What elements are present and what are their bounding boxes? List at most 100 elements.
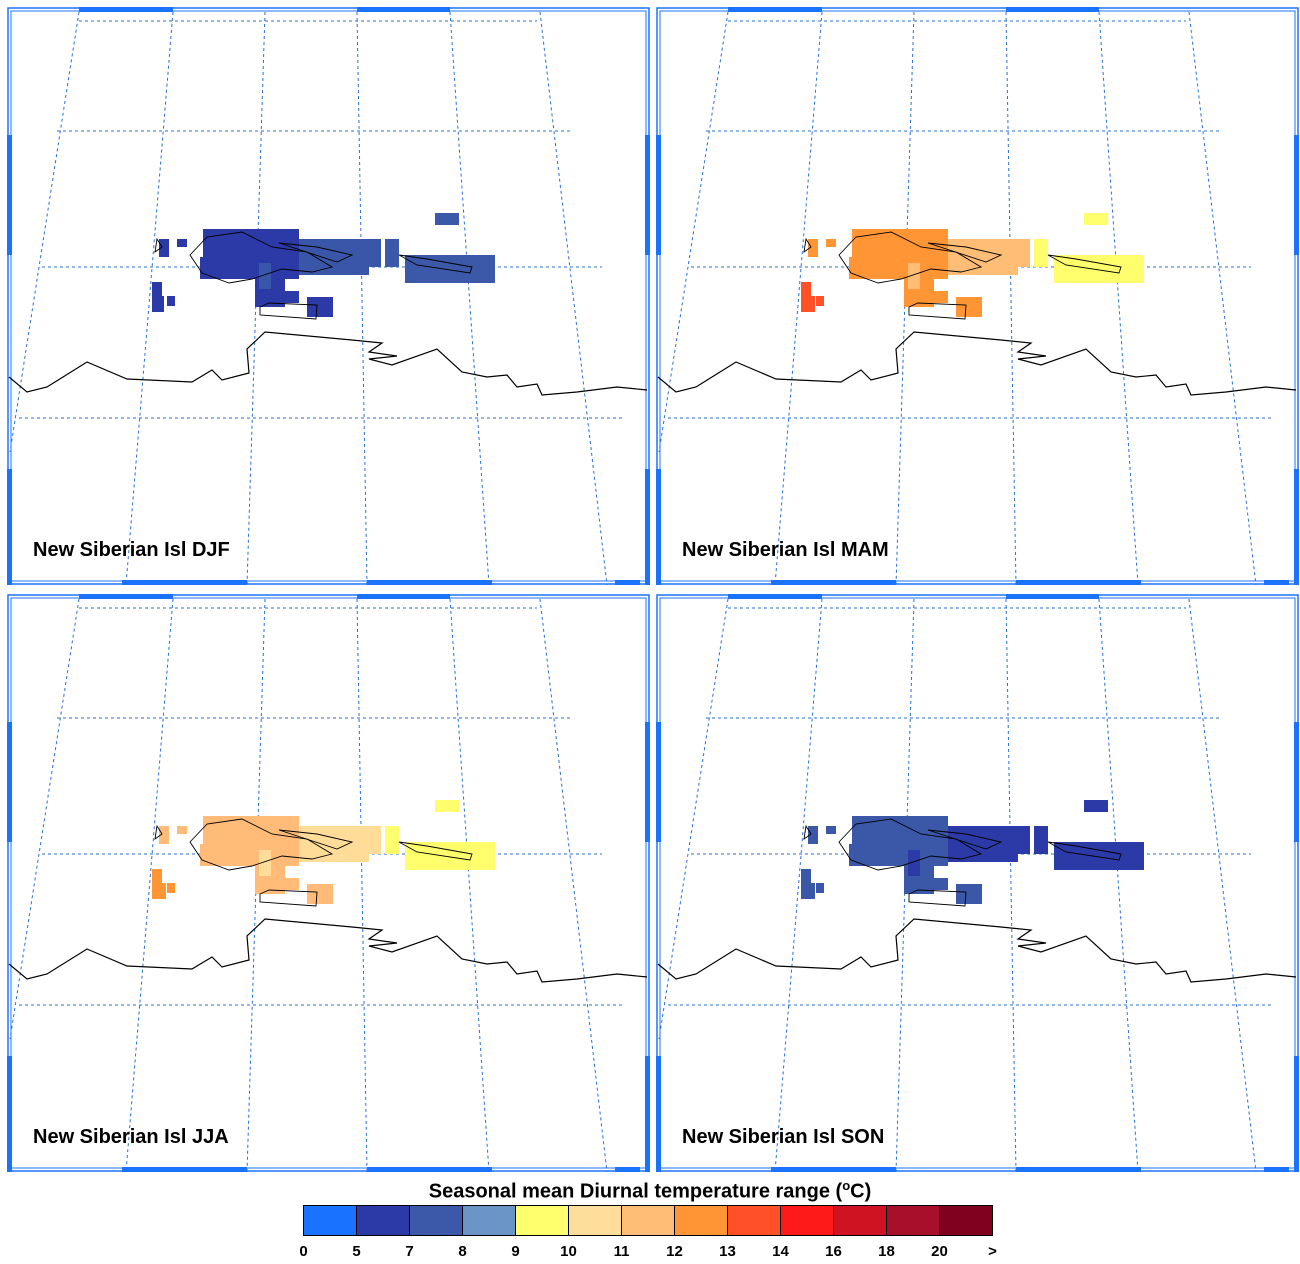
graticule-line xyxy=(1098,598,1139,1172)
panel-title: New Siberian Isl MAM xyxy=(682,539,889,561)
frame-tick xyxy=(122,580,247,585)
colorbar-tick-label: 11 xyxy=(613,1243,630,1260)
island-outline xyxy=(154,824,163,840)
frame-tick xyxy=(357,7,450,12)
colorbar-segment xyxy=(780,1205,834,1236)
map-frame-inner xyxy=(659,10,1296,582)
island-outline xyxy=(1047,841,1122,861)
frame-tick xyxy=(7,469,12,585)
island-outline xyxy=(189,231,334,284)
colorbar-tick-label: 8 xyxy=(458,1243,467,1260)
island-outline xyxy=(908,889,967,907)
frame-tick xyxy=(1294,135,1299,255)
data-cell-base xyxy=(307,884,333,904)
panel-title: New Siberian Isl DJF xyxy=(33,539,230,561)
graticule-line xyxy=(449,11,490,585)
map-canvas xyxy=(656,7,1299,585)
colorbar-segment xyxy=(356,1205,410,1236)
graticule-line xyxy=(1005,598,1017,1172)
data-cell-base xyxy=(152,282,162,296)
frame-tick xyxy=(656,1056,661,1172)
coastline xyxy=(657,918,1297,983)
data-cell-base xyxy=(826,826,836,834)
colorbar xyxy=(303,1205,993,1236)
colorbar-segment xyxy=(886,1205,940,1236)
map-frame-inner xyxy=(10,10,647,582)
data-cell-base xyxy=(926,229,934,249)
frame-tick xyxy=(367,1167,492,1172)
data-cell-island xyxy=(801,883,815,899)
map-frame xyxy=(7,7,650,585)
map-canvas xyxy=(656,594,1299,1172)
frame-tick xyxy=(615,1167,640,1172)
colorbar-segment xyxy=(515,1205,569,1236)
data-cell-base xyxy=(277,816,285,836)
frame-tick xyxy=(79,594,173,599)
coastline xyxy=(8,331,648,396)
colorbar-tick-label: 18 xyxy=(878,1243,895,1260)
colorbar-segment xyxy=(674,1205,728,1236)
frame-tick xyxy=(1016,580,1141,585)
graticule-line xyxy=(9,598,80,1040)
data-cell-east xyxy=(1034,239,1048,267)
data-cell-base xyxy=(849,257,869,279)
colorbar-tick-label: 0 xyxy=(299,1243,308,1260)
data-cell-alt xyxy=(299,239,369,275)
data-cell-alt xyxy=(259,850,271,876)
data-cell-island xyxy=(816,883,824,893)
graticule-line xyxy=(539,598,608,1172)
colorbar-segment xyxy=(939,1205,993,1236)
coastline xyxy=(657,331,1297,396)
frame-tick xyxy=(7,1056,12,1172)
data-cell-base xyxy=(849,844,869,866)
data-cell-island xyxy=(801,296,815,312)
frame-tick xyxy=(728,594,822,599)
data-cell-east xyxy=(405,255,495,283)
colorbar-segment xyxy=(462,1205,516,1236)
map-frame-inner xyxy=(659,597,1296,1169)
colorbar-tick-label: 12 xyxy=(666,1243,683,1260)
map-panel-son: New Siberian Isl SON xyxy=(656,594,1299,1172)
data-cell-base xyxy=(926,816,934,836)
island-outline xyxy=(908,302,967,320)
graticule-line xyxy=(658,11,729,453)
frame-tick xyxy=(1006,594,1099,599)
frame-tick xyxy=(1294,469,1299,585)
data-cell-alt xyxy=(908,850,920,876)
map-canvas xyxy=(7,7,650,585)
data-cell-base xyxy=(956,884,982,904)
colorbar-tick-label: > xyxy=(988,1243,997,1260)
map-panel-jja: New Siberian Isl JJA xyxy=(7,594,650,1172)
island-outline xyxy=(259,889,318,907)
colorbar-tick-label: 10 xyxy=(560,1243,577,1260)
graticule-line xyxy=(1005,11,1017,585)
panel-title: New Siberian Isl SON xyxy=(682,1126,885,1148)
data-cell-east xyxy=(435,213,459,225)
data-cell-base xyxy=(200,844,220,866)
data-cell-base xyxy=(285,291,299,303)
data-cell-base xyxy=(167,296,175,306)
map-canvas xyxy=(7,594,650,1172)
island-outline xyxy=(838,231,983,284)
frame-tick xyxy=(645,469,650,585)
frame-tick xyxy=(1016,1167,1141,1172)
colorbar-segment xyxy=(621,1205,675,1236)
graticule-line xyxy=(1188,11,1257,585)
frame-tick xyxy=(771,1167,896,1172)
frame-tick xyxy=(1264,580,1289,585)
frame-tick xyxy=(357,594,450,599)
island-outline xyxy=(1047,254,1122,274)
colorbar-tick-label: 5 xyxy=(352,1243,361,1260)
frame-tick xyxy=(79,7,173,12)
frame-tick xyxy=(656,722,661,842)
frame-tick xyxy=(645,722,650,842)
data-cell-base xyxy=(177,826,187,834)
graticule-line xyxy=(658,598,729,1040)
frame-tick xyxy=(1294,1056,1299,1172)
data-cell-island xyxy=(167,883,175,893)
graticule-line xyxy=(356,11,368,585)
island-outline xyxy=(838,818,983,871)
frame-tick xyxy=(645,135,650,255)
island-outline xyxy=(803,824,812,840)
data-cell-island xyxy=(816,296,824,306)
